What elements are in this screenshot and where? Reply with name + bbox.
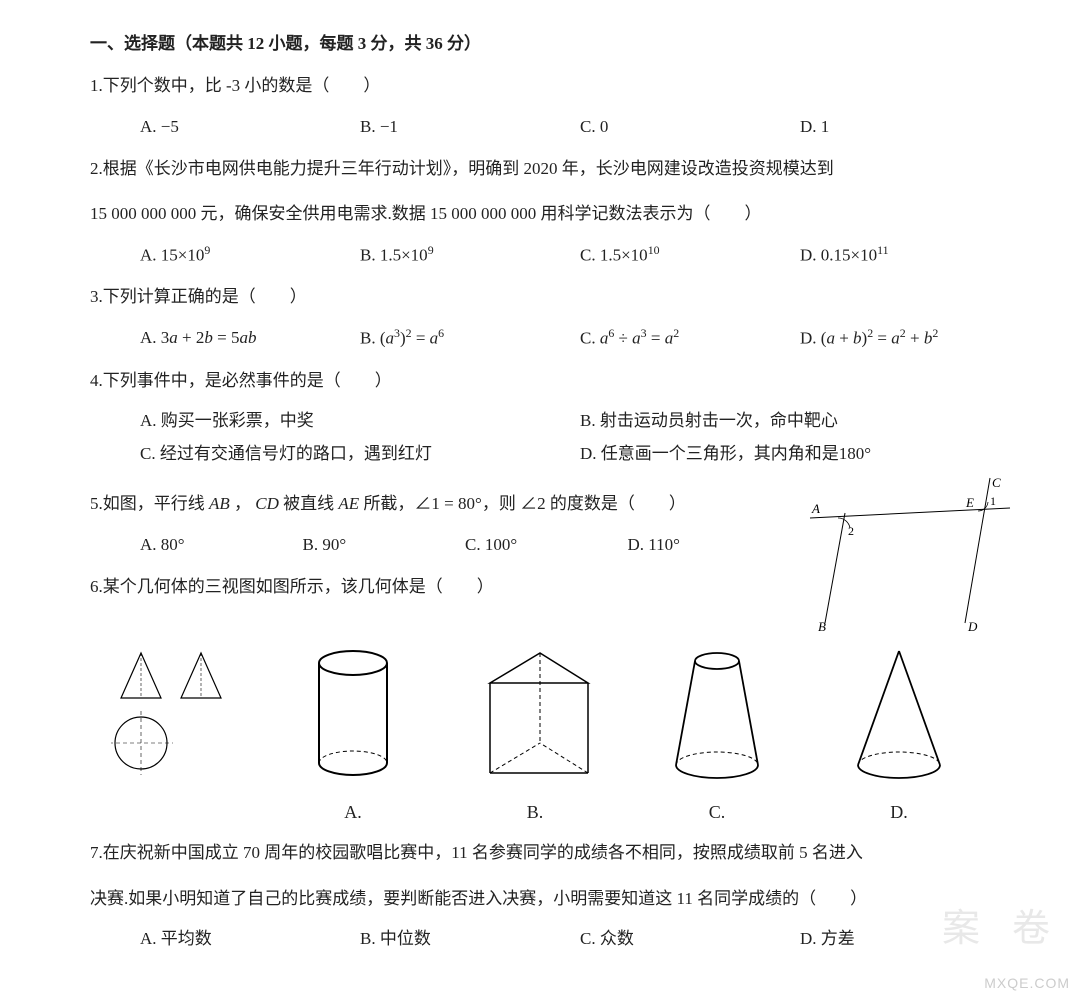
q2-line1: 2.根据《长沙市电网供电能力提升三年行动计划》，明确到 2020 年，长沙电网建… <box>90 150 1020 187</box>
q4-C: C. 经过有交通信号灯的路口，遇到红灯 <box>140 440 580 467</box>
q2-line2: 15 000 000 000 元，确保安全供用电需求.数据 15 000 000… <box>90 195 1020 232</box>
lblB: B <box>818 619 826 633</box>
watermark-stamp-1: 卷 <box>1012 899 1050 960</box>
q5-A: A. 80° <box>140 531 303 558</box>
q5-D: D. 110° <box>628 531 791 558</box>
q5-C: C. 100° <box>465 531 628 558</box>
q1-C: C. 0 <box>580 113 800 140</box>
q2-options: A. 15×109 B. 1.5×109 C. 1.5×1010 D. 0.15… <box>90 241 1020 269</box>
q4-A: A. 购买一张彩票，中奖 <box>140 407 580 434</box>
watermark-url: MXQE.COM <box>984 972 1070 994</box>
q2-D: D. 0.15×1011 <box>800 241 1020 269</box>
prism-icon: B. <box>454 643 616 826</box>
q2-D-sup: 11 <box>877 243 888 257</box>
q7-D: D. 方差 <box>800 925 1020 952</box>
q3-D: D. (a + b)2 = a2 + b2 <box>800 324 1020 352</box>
q1-D: D. 1 <box>800 113 1020 140</box>
lblD: D <box>967 619 978 633</box>
q4-stem: 4.下列事件中，是必然事件的是（ ） <box>90 362 1020 399</box>
cone-icon: D. <box>818 643 980 826</box>
q2-B: B. 1.5×109 <box>360 241 580 269</box>
q2-A-sup: 9 <box>204 243 210 257</box>
q7-line1: 7.在庆祝新中国成立 70 周年的校园歌唱比赛中，11 名参赛同学的成绩各不相同… <box>90 834 1020 871</box>
q3-B: B. (a3)2 = a6 <box>360 324 580 352</box>
lblA: A <box>811 501 820 516</box>
q5-stem: 5.如图，平行线 AB ， CD 被直线 AE 所截，∠1 = 80°，则 ∠2… <box>90 485 790 522</box>
cylinder-icon: A. <box>272 643 434 826</box>
lblC: C <box>992 475 1001 490</box>
three-view-icon <box>90 643 252 826</box>
frustum-icon: C. <box>636 643 798 826</box>
lblE: E <box>965 495 974 510</box>
q7-A: A. 平均数 <box>140 925 360 952</box>
section-title: 一、选择题（本题共 12 小题，每题 3 分，共 36 分） <box>90 30 1020 57</box>
q2-B-sup: 9 <box>428 243 434 257</box>
q1-stem: 1.下列个数中，比 -3 小的数是（ ） <box>90 67 1020 104</box>
q3-options: A. 3a + 2b = 5ab B. (a3)2 = a6 C. a6 ÷ a… <box>90 324 1020 352</box>
q1-B: B. −1 <box>360 113 580 140</box>
q2-C-base: C. 1.5×10 <box>580 245 648 264</box>
q6-A: A. <box>272 798 434 827</box>
q6-C: C. <box>636 798 798 827</box>
q2-C: C. 1.5×1010 <box>580 241 800 269</box>
q1-A: A. −5 <box>140 113 360 140</box>
q7-C: C. 众数 <box>580 925 800 952</box>
q7-line2: 决赛.如果小明知道了自己的比赛成绩，要判断能否进入决赛，小明需要知道这 11 名… <box>90 880 1020 917</box>
watermark-stamp-2: 案 <box>942 899 980 960</box>
lbl1: 1 <box>990 494 996 508</box>
q5-options: A. 80° B. 90° C. 100° D. 110° <box>90 531 790 558</box>
q3-stem: 3.下列计算正确的是（ ） <box>90 278 1020 315</box>
q4-options: A. 购买一张彩票，中奖 B. 射击运动员射击一次，命中靶心 C. 经过有交通信… <box>90 407 1020 467</box>
q6-D: D. <box>818 798 980 827</box>
q5-B: B. 90° <box>303 531 466 558</box>
lbl2: 2 <box>848 524 854 538</box>
q2-A: A. 15×109 <box>140 241 360 269</box>
q5-diagram: A B C D E 1 2 <box>790 473 1020 633</box>
q3-A: A. 3a + 2b = 5ab <box>140 324 360 352</box>
q7-B: B. 中位数 <box>360 925 580 952</box>
q4-D: D. 任意画一个三角形，其内角和是180° <box>580 440 1020 467</box>
q2-D-base: D. 0.15×10 <box>800 245 877 264</box>
q4-B: B. 射击运动员射击一次，命中靶心 <box>580 407 1020 434</box>
q2-C-sup: 10 <box>648 243 660 257</box>
q1-options: A. −5 B. −1 C. 0 D. 1 <box>90 113 1020 140</box>
q2-B-base: B. 1.5×10 <box>360 245 428 264</box>
q2-A-base: A. 15×10 <box>140 245 204 264</box>
q7-options: A. 平均数 B. 中位数 C. 众数 D. 方差 <box>90 925 1020 952</box>
q6-shapes: A. B. C. D. <box>90 633 1020 826</box>
q6-B: B. <box>454 798 616 827</box>
q3-C: C. a6 ÷ a3 = a2 <box>580 324 800 352</box>
q6-stem: 6.某个几何体的三视图如图所示，该几何体是（ ） <box>90 568 790 605</box>
